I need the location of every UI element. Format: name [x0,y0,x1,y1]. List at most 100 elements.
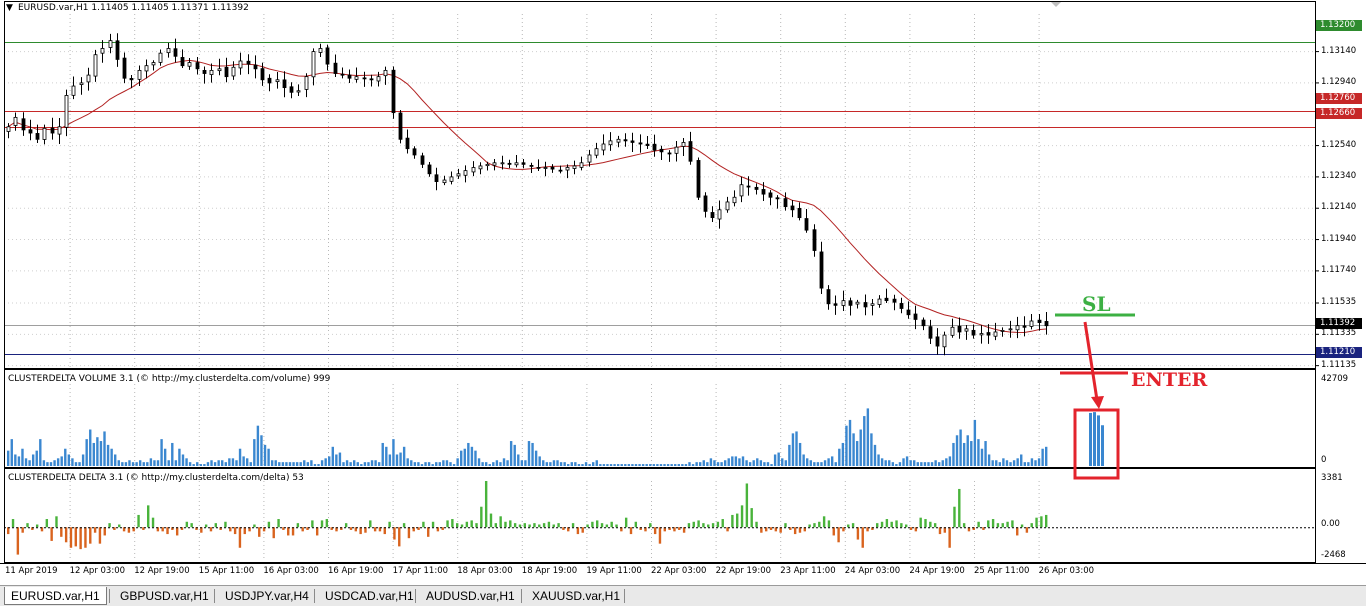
volume-bar [549,462,552,466]
volume-bar [385,446,388,466]
candle-body-bull [471,167,476,173]
candle-body-bull [732,196,737,204]
delta-bar-positive [702,523,705,528]
delta-bar-negative [142,527,145,530]
delta-bar-negative [262,527,266,532]
delta-bar-positive [1040,516,1043,528]
candle-body-bull [100,48,105,54]
tab-audusd-h1[interactable]: AUDUSD.var,H1 [426,589,515,603]
volume-bar [1045,446,1048,466]
delta-bar-positive [431,521,435,528]
volume-bar [641,464,645,466]
tab-usdcad-h1[interactable]: USDCAD.var,H1 [325,589,414,603]
delta-bar-negative [89,527,92,544]
candle-body-bear [688,141,693,162]
candle-body-bear [710,212,715,219]
volume-bar [42,460,46,466]
candle-body-bull [442,179,447,184]
delta-bar-negative [682,527,686,533]
volume-bar [427,462,431,466]
volume-bar [278,462,281,466]
delta-bar-negative [60,527,63,537]
candle-body-bull [485,163,490,167]
tab-gbpusd-h1[interactable]: GBPUSD.var,H1 [120,589,209,603]
delta-bar-positive [494,523,498,528]
volume-bar [913,460,916,466]
volume-bar [677,464,680,466]
candle-body-bear [50,127,55,134]
volume-bar [345,460,349,466]
chart-menu-icon[interactable]: ▼ [6,3,13,13]
volume-bar [445,460,449,466]
delta-bar-negative [161,527,164,532]
entry-arrow-head [1091,396,1104,409]
candle-body-bull [166,48,171,54]
delta-bar-positive [470,520,473,528]
volume-bar [477,458,481,466]
delta-bar-positive [933,523,937,528]
volume-bar [338,452,342,466]
volume-bar [748,462,752,466]
tab-eurusd-h1[interactable]: EURUSD.var,H1 [4,587,107,605]
volume-bar [574,462,577,466]
delta-bar-positive [533,523,536,528]
volume-bar [513,444,516,466]
volume-bar [31,454,35,466]
delta-bar-positive [446,520,449,528]
price-tick-label: 1.11740 [1321,264,1357,275]
candle-body-bear [202,69,207,74]
candle-body-bear [921,319,926,327]
volume-bar [221,460,224,466]
delta-bar-positive [987,520,990,528]
delta-bar-positive [523,523,526,528]
volume-bar [945,458,948,466]
candle-body-bear [405,137,410,150]
volume-bar [577,464,581,466]
delta-bar-positive [422,521,425,528]
delta-bar-negative [967,527,971,532]
volume-bar [460,450,463,466]
delta-bar-negative [678,527,681,530]
delta-bar-positive [596,520,599,528]
volume-bar [848,419,852,466]
volume-bar [492,462,495,466]
delta-bar-negative [417,527,420,530]
delta-bar-negative [127,527,131,533]
candle-body-bull [579,162,584,168]
volume-bar [163,448,167,466]
candle-body-bear [899,303,904,309]
volume-bar [256,425,260,466]
volume-bar [652,464,656,466]
moving-average-line [7,59,1047,334]
volume-bar [417,462,420,466]
candle-body-bear [906,309,911,316]
candle-body-bear [848,300,853,306]
tab-usdjpy-h4[interactable]: USDJPY.var,H4 [225,589,309,603]
price-tick-label: 1.11335 [1321,328,1357,339]
time-tick-label: 11 Apr 2019 [5,566,58,576]
delta-bar-positive [11,519,15,528]
delta-bar-negative [856,527,860,540]
volume-bar [502,458,506,466]
delta-bar-positive [1035,517,1038,528]
delta-bar-negative [842,527,845,532]
volume-bar [520,460,524,466]
delta-bar-positive [615,524,618,528]
delta-bar-positive [147,505,150,528]
level-box-red-top: 1.12760 [1316,93,1362,104]
candle-body-bull [717,209,722,220]
chart-shift-marker [1051,2,1061,7]
volume-bar [210,460,213,466]
volume-bar [674,464,677,466]
volume-bar [713,460,716,466]
delta-bar-positive [895,520,898,528]
delta-bar-negative [581,527,584,533]
volume-bar [1009,462,1012,466]
delta-bar-negative [315,527,319,536]
delta-bar-positive [600,523,604,528]
volume-bar [609,464,613,466]
delta-bar-positive [320,520,324,528]
candle-body-bull [449,176,454,182]
tab-xauusd-h1[interactable]: XAUUSD.var,H1 [532,589,621,603]
